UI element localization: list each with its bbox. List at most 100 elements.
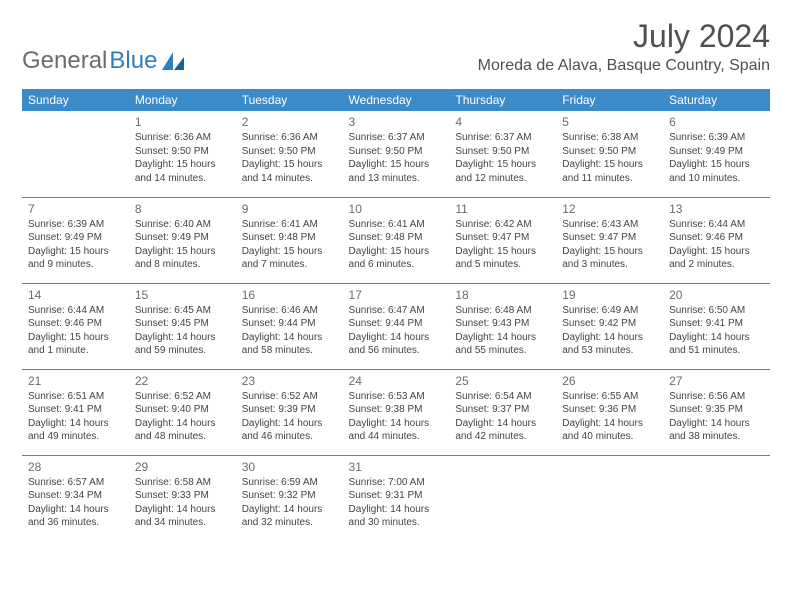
day-detail: Sunset: 9:44 PM — [242, 317, 337, 331]
calendar-row: 7Sunrise: 6:39 AM Sunset: 9:49 PM Daylight… — [22, 197, 770, 283]
day-detail: Daylight: 15 hours — [455, 245, 550, 259]
day-detail: Sunset: 9:31 PM — [349, 489, 444, 503]
day-detail: Sunrise: 6:56 AM — [669, 390, 764, 404]
day-detail: Sunset: 9:47 PM — [562, 231, 657, 245]
weekday-header-row: Sunday Monday Tuesday Wednesday Thursday… — [22, 89, 770, 111]
day-detail: Sunset: 9:43 PM — [455, 317, 550, 331]
day-detail: Sunset: 9:46 PM — [28, 317, 123, 331]
calendar-cell: 20Sunrise: 6:50 AMSunset: 9:41 PMDayligh… — [663, 283, 770, 369]
day-number: 3 — [349, 114, 444, 130]
calendar-cell: 11Sunrise: 6:42 AMSunset: 9:47 PMDayligh… — [449, 197, 556, 283]
day-detail: Daylight: 14 hours — [28, 417, 123, 431]
day-number: 6 — [669, 114, 764, 130]
calendar-cell: 27Sunrise: 6:56 AMSunset: 9:35 PMDayligh… — [663, 369, 770, 455]
day-number: 27 — [669, 373, 764, 389]
calendar-cell: 16Sunrise: 6:46 AMSunset: 9:44 PMDayligh… — [236, 283, 343, 369]
calendar-cell: 17Sunrise: 6:47 AMSunset: 9:44 PMDayligh… — [343, 283, 450, 369]
weekday-header: Wednesday — [343, 89, 450, 111]
day-detail: Daylight: 15 hours — [349, 245, 444, 259]
calendar-body: 1Sunrise: 6:36 AMSunset: 9:50 PMDaylight… — [22, 111, 770, 541]
day-detail: Sunset: 9:41 PM — [28, 403, 123, 417]
day-detail: Sunrise: 6:40 AM — [135, 218, 230, 232]
day-detail: Sunrise: 6:50 AM — [669, 304, 764, 318]
day-detail: Sunset: 9:34 PM — [28, 489, 123, 503]
day-detail: Daylight: 15 hours — [28, 245, 123, 259]
calendar-cell: 9Sunrise: 6:41 AMSunset: 9:48 PMDaylight… — [236, 197, 343, 283]
day-detail: Sunrise: 6:46 AM — [242, 304, 337, 318]
day-number: 31 — [349, 459, 444, 475]
calendar-row: 14Sunrise: 6:44 AMSunset: 9:46 PMDayligh… — [22, 283, 770, 369]
calendar-cell: 12Sunrise: 6:43 AMSunset: 9:47 PMDayligh… — [556, 197, 663, 283]
day-detail: Sunrise: 6:36 AM — [135, 131, 230, 145]
day-detail: and 11 minutes. — [562, 172, 657, 186]
day-detail: Sunrise: 6:44 AM — [669, 218, 764, 232]
calendar-cell: 6Sunrise: 6:39 AMSunset: 9:49 PMDaylight… — [663, 111, 770, 197]
calendar-cell: 18Sunrise: 6:48 AMSunset: 9:43 PMDayligh… — [449, 283, 556, 369]
day-detail: Sunset: 9:49 PM — [135, 231, 230, 245]
calendar-cell — [556, 455, 663, 541]
weekday-header: Sunday — [22, 89, 129, 111]
day-detail: Sunset: 9:50 PM — [242, 145, 337, 159]
day-detail: Daylight: 14 hours — [349, 417, 444, 431]
day-number: 22 — [135, 373, 230, 389]
day-detail: Sunset: 9:50 PM — [349, 145, 444, 159]
calendar-cell: 2Sunrise: 6:36 AMSunset: 9:50 PMDaylight… — [236, 111, 343, 197]
day-detail: Daylight: 14 hours — [562, 417, 657, 431]
day-detail: Sunrise: 6:59 AM — [242, 476, 337, 490]
day-detail: Sunrise: 6:38 AM — [562, 131, 657, 145]
day-detail: Sunrise: 6:36 AM — [242, 131, 337, 145]
day-detail: and 38 minutes. — [669, 430, 764, 444]
day-number: 1 — [135, 114, 230, 130]
day-detail: Sunset: 9:41 PM — [669, 317, 764, 331]
day-detail: Daylight: 15 hours — [135, 158, 230, 172]
weekday-header: Tuesday — [236, 89, 343, 111]
calendar-cell: 4Sunrise: 6:37 AMSunset: 9:50 PMDaylight… — [449, 111, 556, 197]
day-detail: and 13 minutes. — [349, 172, 444, 186]
calendar-cell: 28Sunrise: 6:57 AMSunset: 9:34 PMDayligh… — [22, 455, 129, 541]
day-detail: Sunrise: 6:52 AM — [135, 390, 230, 404]
day-detail: Daylight: 15 hours — [455, 158, 550, 172]
day-number: 25 — [455, 373, 550, 389]
day-detail: Daylight: 14 hours — [669, 417, 764, 431]
calendar-cell: 8Sunrise: 6:40 AMSunset: 9:49 PMDaylight… — [129, 197, 236, 283]
day-detail: and 32 minutes. — [242, 516, 337, 530]
calendar-cell: 14Sunrise: 6:44 AMSunset: 9:46 PMDayligh… — [22, 283, 129, 369]
day-number: 26 — [562, 373, 657, 389]
day-detail: Sunset: 9:50 PM — [135, 145, 230, 159]
day-detail: and 5 minutes. — [455, 258, 550, 272]
day-detail: Sunrise: 6:48 AM — [455, 304, 550, 318]
calendar-cell: 29Sunrise: 6:58 AMSunset: 9:33 PMDayligh… — [129, 455, 236, 541]
day-detail: Sunrise: 6:58 AM — [135, 476, 230, 490]
calendar-row: 21Sunrise: 6:51 AMSunset: 9:41 PMDayligh… — [22, 369, 770, 455]
day-detail: Sunset: 9:39 PM — [242, 403, 337, 417]
day-detail: Sunset: 9:47 PM — [455, 231, 550, 245]
day-number: 16 — [242, 287, 337, 303]
calendar-row: 1Sunrise: 6:36 AMSunset: 9:50 PMDaylight… — [22, 111, 770, 197]
calendar-row: 28Sunrise: 6:57 AMSunset: 9:34 PMDayligh… — [22, 455, 770, 541]
day-detail: Daylight: 15 hours — [242, 245, 337, 259]
day-detail: and 6 minutes. — [349, 258, 444, 272]
day-detail: Sunrise: 6:39 AM — [28, 218, 123, 232]
day-detail: and 42 minutes. — [455, 430, 550, 444]
day-detail: Daylight: 14 hours — [135, 417, 230, 431]
day-number: 13 — [669, 201, 764, 217]
logo-text-blue: Blue — [109, 47, 157, 75]
day-detail: Daylight: 14 hours — [135, 331, 230, 345]
day-detail: Daylight: 15 hours — [669, 158, 764, 172]
calendar-cell: 30Sunrise: 6:59 AMSunset: 9:32 PMDayligh… — [236, 455, 343, 541]
calendar-cell: 3Sunrise: 6:37 AMSunset: 9:50 PMDaylight… — [343, 111, 450, 197]
calendar-cell: 24Sunrise: 6:53 AMSunset: 9:38 PMDayligh… — [343, 369, 450, 455]
calendar-cell — [663, 455, 770, 541]
day-detail: Sunrise: 6:57 AM — [28, 476, 123, 490]
day-number: 7 — [28, 201, 123, 217]
title-block: July 2024 Moreda de Alava, Basque Countr… — [478, 18, 770, 75]
day-detail: Sunrise: 6:49 AM — [562, 304, 657, 318]
weekday-header: Friday — [556, 89, 663, 111]
day-detail: and 3 minutes. — [562, 258, 657, 272]
weekday-header: Thursday — [449, 89, 556, 111]
day-detail: Sunrise: 6:45 AM — [135, 304, 230, 318]
day-number: 28 — [28, 459, 123, 475]
day-number: 24 — [349, 373, 444, 389]
day-detail: Sunset: 9:48 PM — [242, 231, 337, 245]
day-detail: and 8 minutes. — [135, 258, 230, 272]
